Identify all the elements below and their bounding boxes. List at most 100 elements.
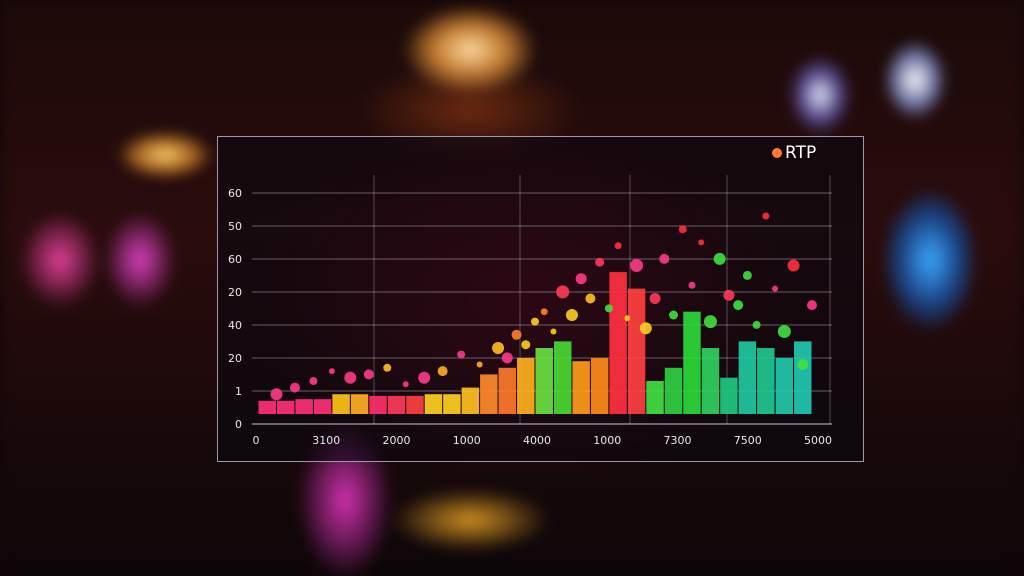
bar bbox=[794, 341, 812, 414]
x-tick-label: 7500 bbox=[734, 434, 762, 447]
data-point bbox=[309, 377, 318, 385]
bar bbox=[387, 395, 406, 414]
data-point bbox=[585, 293, 596, 304]
y-tick-label: 60 bbox=[228, 187, 242, 200]
data-point bbox=[639, 322, 652, 335]
bar bbox=[443, 394, 461, 414]
data-point bbox=[807, 300, 817, 311]
bar bbox=[572, 361, 590, 414]
bar bbox=[535, 348, 553, 414]
bar bbox=[258, 400, 276, 414]
data-point bbox=[437, 366, 448, 377]
x-tick-label: 1000 bbox=[453, 434, 481, 447]
data-point bbox=[762, 212, 770, 220]
bar bbox=[461, 387, 480, 414]
data-point bbox=[383, 363, 392, 372]
data-point bbox=[703, 315, 717, 329]
tick-labels: 0 1 20 40 20 60 50 60 0 3100 2000 1000 4000 1000 7300 7… bbox=[228, 187, 832, 447]
bar bbox=[775, 357, 794, 414]
bar bbox=[553, 341, 572, 414]
bar bbox=[664, 367, 683, 414]
legend-label: RTP bbox=[785, 143, 817, 163]
data-point bbox=[614, 242, 622, 250]
bar bbox=[295, 399, 313, 414]
data-point bbox=[713, 252, 726, 265]
bar bbox=[369, 395, 387, 414]
bar bbox=[313, 399, 332, 414]
x-tick-label: 5000 bbox=[804, 434, 832, 447]
data-point bbox=[344, 371, 357, 384]
data-point bbox=[733, 300, 744, 311]
data-point bbox=[575, 273, 587, 285]
legend-marker-icon bbox=[772, 148, 782, 158]
y-tick-label: 40 bbox=[228, 319, 242, 332]
data-point bbox=[659, 253, 670, 264]
bar bbox=[276, 400, 295, 414]
grid bbox=[252, 175, 832, 424]
bar bbox=[332, 394, 350, 414]
data-point bbox=[565, 309, 578, 321]
data-point bbox=[797, 359, 809, 370]
data-point bbox=[678, 225, 687, 234]
bar bbox=[757, 348, 775, 414]
data-point bbox=[595, 257, 605, 267]
x-tick-label: 1000 bbox=[593, 434, 621, 447]
data-point bbox=[550, 328, 557, 335]
points bbox=[270, 212, 817, 401]
data-point bbox=[501, 352, 513, 364]
data-point bbox=[752, 320, 761, 329]
data-point bbox=[698, 239, 705, 246]
y-tick-label: 50 bbox=[228, 220, 242, 233]
bar bbox=[498, 367, 517, 414]
data-point bbox=[270, 388, 283, 401]
bar bbox=[683, 311, 701, 414]
data-point bbox=[328, 368, 335, 375]
data-point bbox=[540, 308, 548, 316]
bars bbox=[258, 272, 812, 414]
y-tick-label: 0 bbox=[235, 418, 242, 431]
data-point bbox=[556, 285, 570, 299]
data-point bbox=[457, 350, 466, 359]
x-tick-label: 7300 bbox=[664, 434, 692, 447]
data-point bbox=[511, 329, 522, 340]
bar bbox=[701, 348, 720, 414]
bar bbox=[424, 394, 443, 414]
x-tick-label: 2000 bbox=[383, 434, 411, 447]
bar bbox=[590, 357, 609, 414]
bar bbox=[609, 272, 627, 414]
data-point bbox=[787, 259, 800, 272]
data-point bbox=[742, 270, 752, 280]
data-point bbox=[777, 325, 791, 338]
legend: RTP bbox=[772, 143, 816, 163]
y-tick-label: 20 bbox=[228, 352, 242, 365]
data-point bbox=[630, 259, 644, 272]
y-tick-label: 20 bbox=[228, 286, 242, 299]
data-point bbox=[604, 304, 613, 313]
bar bbox=[738, 341, 757, 414]
y-tick-label: 60 bbox=[228, 253, 242, 266]
data-point bbox=[418, 371, 431, 384]
data-point bbox=[669, 310, 678, 320]
data-point bbox=[531, 317, 539, 326]
data-point bbox=[723, 289, 735, 301]
bar bbox=[646, 381, 664, 414]
bar bbox=[406, 395, 424, 414]
x-tick-label: 0 bbox=[253, 434, 260, 447]
data-point bbox=[492, 342, 505, 354]
x-tick-label: 4000 bbox=[523, 434, 551, 447]
bar bbox=[350, 394, 369, 414]
data-point bbox=[624, 315, 631, 322]
data-point bbox=[521, 340, 531, 350]
x-tick-label: 3100 bbox=[312, 434, 340, 447]
data-point bbox=[649, 293, 661, 304]
data-point bbox=[289, 382, 300, 393]
bar bbox=[720, 377, 738, 414]
bar bbox=[627, 288, 646, 414]
data-point bbox=[363, 369, 374, 380]
data-point bbox=[402, 381, 409, 388]
data-point bbox=[772, 285, 779, 292]
data-point bbox=[476, 361, 483, 368]
y-tick-label: 1 bbox=[235, 385, 242, 398]
data-point bbox=[688, 281, 696, 289]
